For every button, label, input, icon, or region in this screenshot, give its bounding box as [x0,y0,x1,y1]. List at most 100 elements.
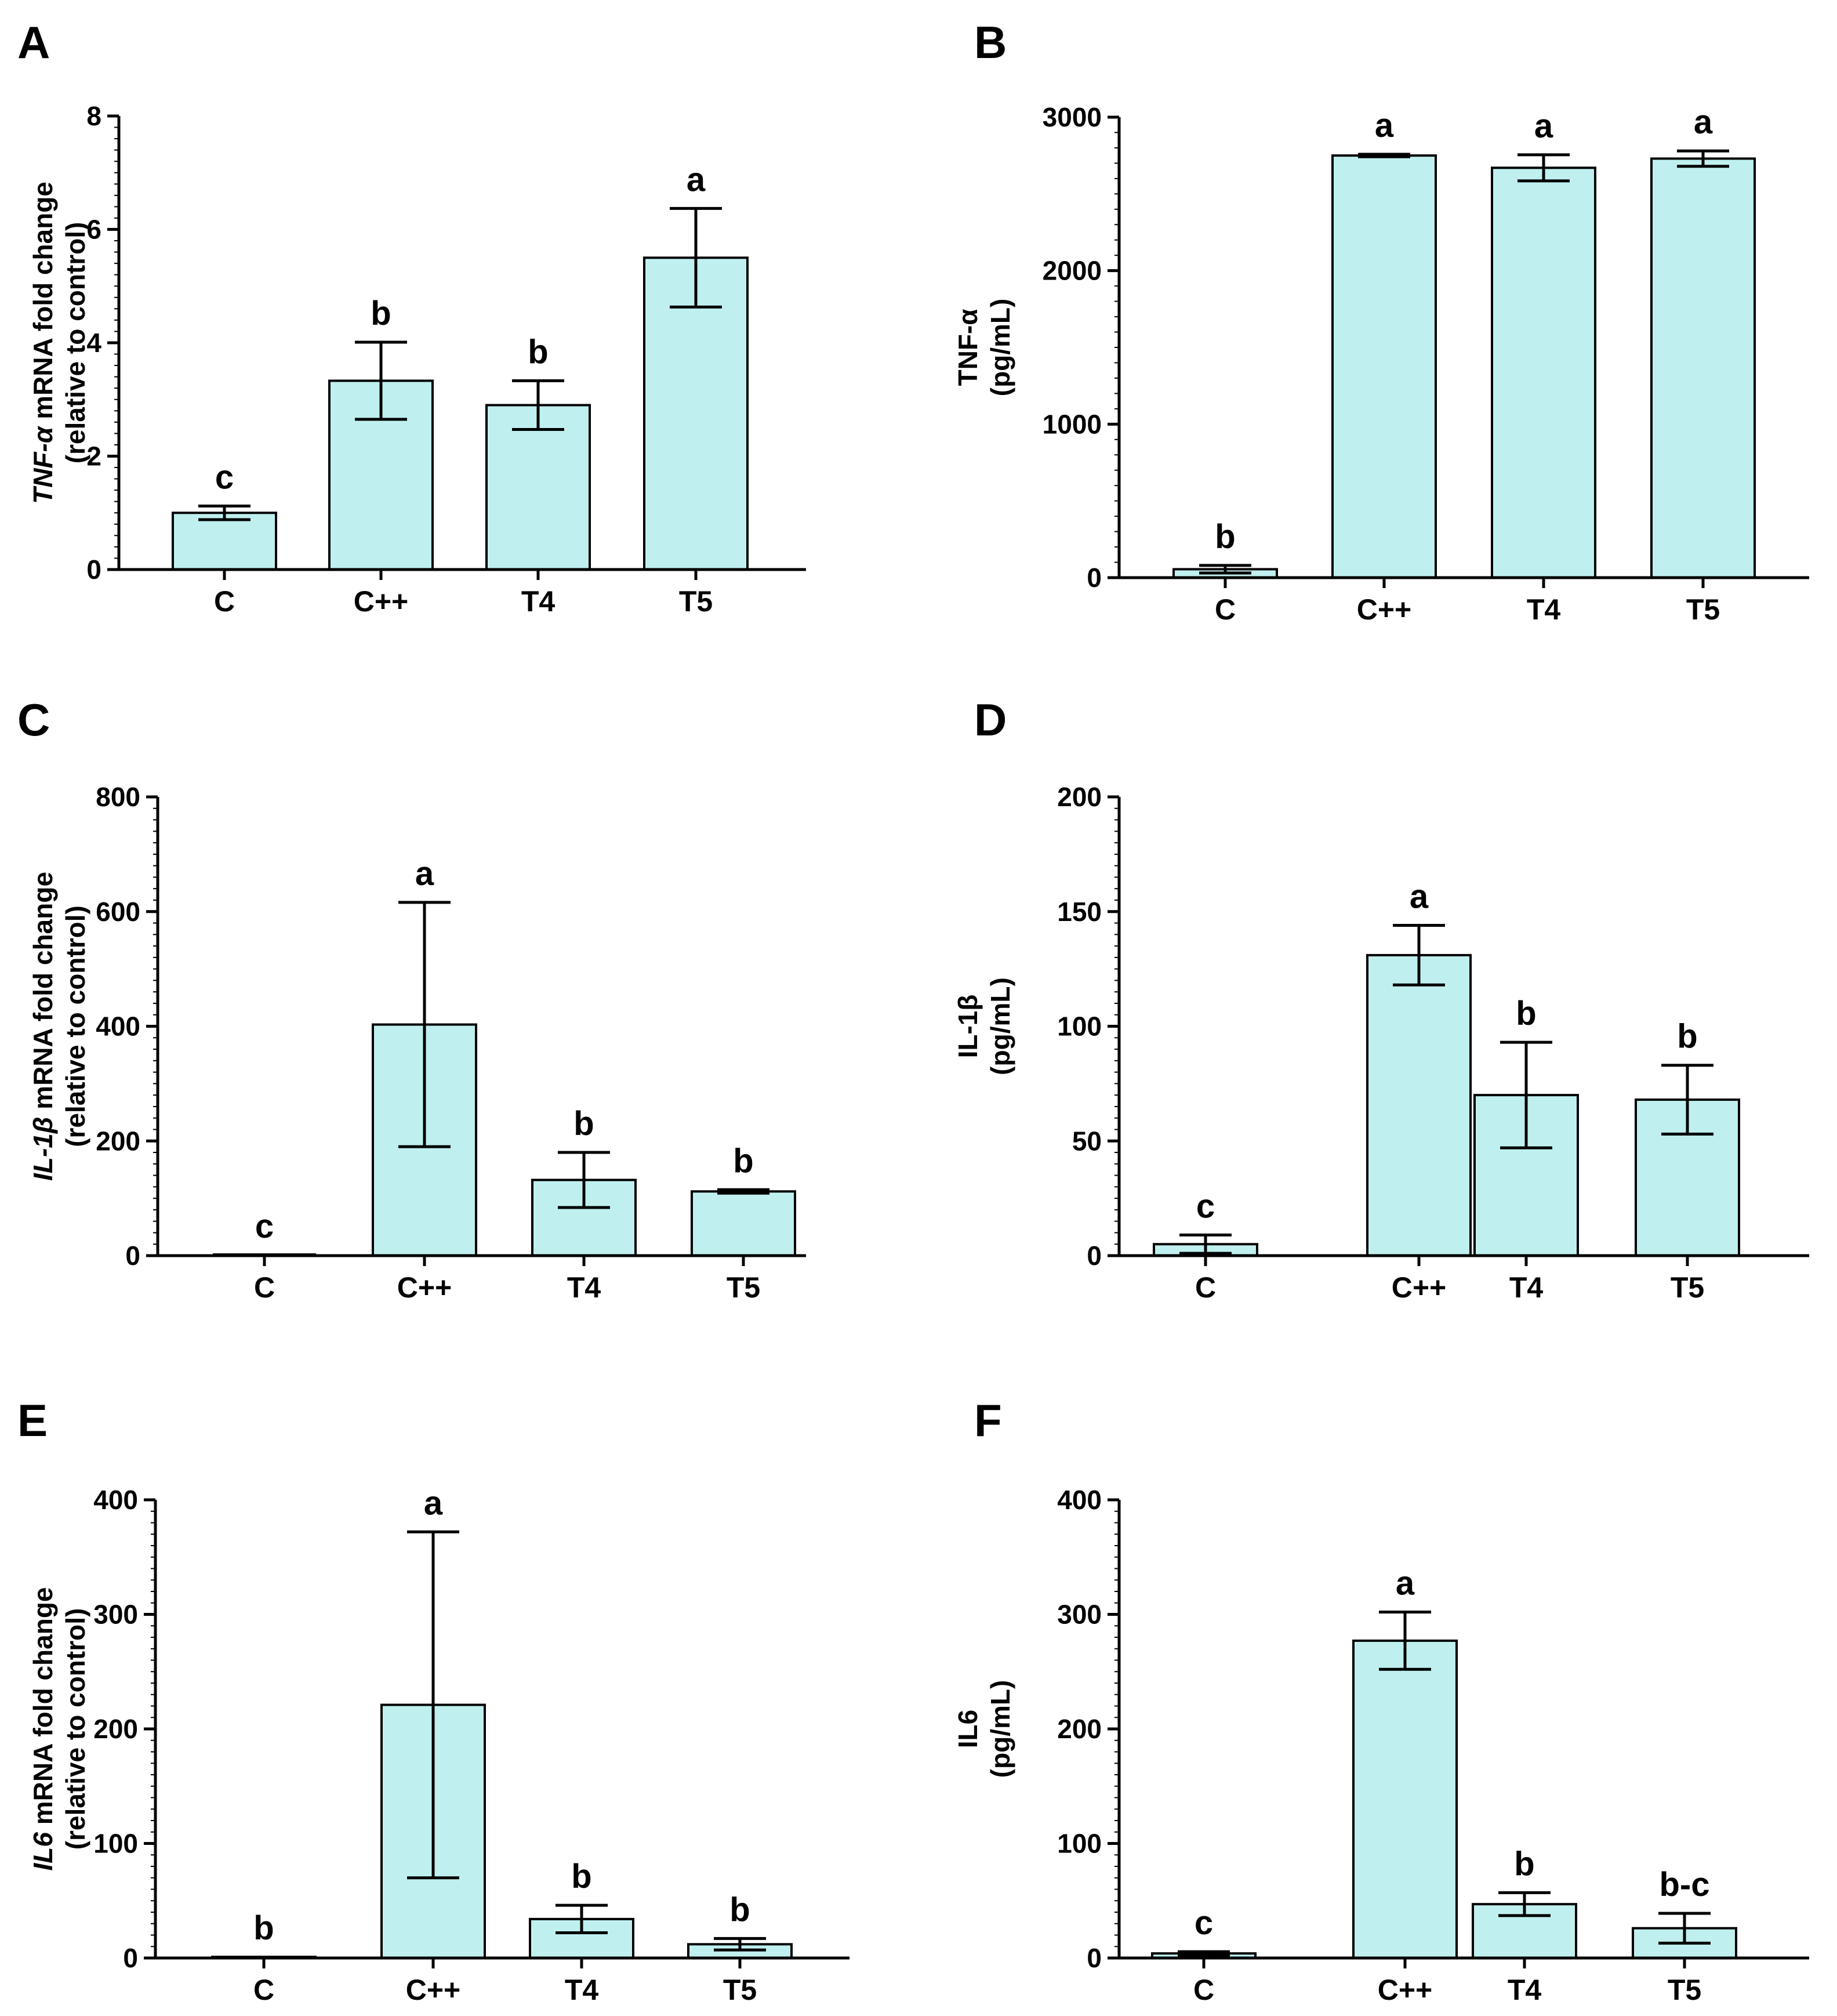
y-tick-label: 2 [86,441,101,472]
error-bar [355,340,407,421]
y-tick-label: 0 [1087,1943,1102,1973]
y-tick-label: 100 [93,1829,138,1859]
y-axis-label-part: (pg/mL) [985,299,1015,397]
bar-t4 [485,404,591,571]
y-axis-label-part: mRNA fold change [28,182,58,427]
significance-label: b [729,1891,750,1928]
error-bar [1661,1064,1713,1136]
category-tick-label: T4 [521,585,556,618]
significance-label: b [371,295,391,332]
category-tick-label: T5 [1671,1271,1704,1304]
category-tick-label: C [253,1974,274,2006]
y-axis-label-part: IL-1β [953,995,983,1058]
category-tick-label: T5 [1668,1974,1701,2006]
y-axis-label-part: mRNA fold change [28,1587,58,1832]
bar-cplusplus [1366,953,1472,1257]
y-tick-label: 600 [96,897,140,927]
y-tick-label: 150 [1057,897,1102,927]
category-tick-label: C [1193,1974,1214,2006]
error-bar [1500,1040,1552,1150]
panel-letter: F [974,1395,1002,1446]
y-tick-label: 2000 [1043,256,1102,286]
y-tick-label: 400 [1057,1485,1102,1515]
y-axis-label: (pg/mL) [985,299,1015,397]
category-tick-label: T4 [1509,1271,1544,1304]
error-bar [558,1151,610,1209]
y-tick-label: 0 [1087,1241,1102,1271]
y-axis-label: (pg/mL) [985,977,1015,1075]
y-axis-label-part: IL6 [28,1832,58,1871]
significance-label: c [215,459,234,496]
category-tick-label: T4 [567,1271,601,1304]
y-tick-label: 200 [96,1126,140,1156]
y-axis-label: (relative to control) [60,222,90,464]
error-bar [1498,1891,1551,1917]
category-tick-label: C [1215,593,1236,626]
significance-label: a [1375,107,1394,144]
y-tick-label: 3000 [1043,102,1102,132]
significance-label: a [1534,107,1553,145]
category-tick-label: C++ [406,1974,461,2006]
significance-label: b [1514,1845,1534,1883]
panel-letter: C [17,694,50,745]
category-tick-label: C++ [354,585,409,618]
bar-cplusplus [1331,154,1437,579]
significance-label: a [415,855,434,893]
error-bar [1379,1611,1431,1671]
y-tick-label: 200 [1057,782,1102,812]
y-axis-label: TNF-α [953,309,983,386]
y-tick-label: 200 [1057,1714,1102,1744]
error-bar [556,1903,608,1935]
y-tick-label: 50 [1072,1126,1102,1156]
category-tick-label: C++ [1392,1271,1447,1304]
chart-panel-b: Bb Ca C++ a T4 a T5 0 1000 2000 3000 TNF-α (pg/mL) [953,17,1809,626]
y-axis-label: IL6 [953,1710,983,1748]
y-axis-label: IL6 mRNA fold change [28,1587,58,1870]
category-tick-label: T4 [565,1974,599,2006]
bar-c [172,512,277,571]
error-bar [1179,1233,1232,1255]
y-tick-label: 8 [86,101,101,131]
category-tick-label: T4 [1508,1974,1542,2006]
significance-label: c [1196,1187,1215,1225]
chart-panel-a: Ac Cb C++ b T4 a T5 0 2 4 6 8 TNF-α mRNA fold change… [17,17,806,618]
error-bar [198,505,251,521]
y-axis-label-part: IL6 [953,1710,983,1748]
y-axis-label-part: mRNA fold change [28,872,58,1117]
error-bar [1199,564,1251,575]
y-tick-label: 300 [1057,1600,1102,1630]
significance-label: b [573,1105,594,1143]
error-bar [1517,153,1570,183]
panel-letter: E [17,1395,48,1446]
y-axis-label-part: (pg/mL) [985,977,1015,1075]
error-bar [714,1937,766,1952]
panel-letter: B [974,17,1007,68]
significance-label: b-c [1660,1866,1710,1903]
error-bar [717,1188,769,1195]
panel-letter: A [17,17,50,68]
y-tick-label: 0 [123,1943,138,1973]
category-tick-label: C [1195,1271,1216,1304]
y-tick-label: 6 [86,215,101,245]
y-axis-label-part: TNF-α [953,309,983,386]
error-bar [670,206,722,309]
category-tick-label: T4 [1527,593,1561,626]
category-tick-label: T5 [723,1974,757,2006]
error-bar [398,901,451,1148]
y-axis-label: IL-1β [953,995,983,1058]
error-bar [1393,923,1445,987]
significance-label: a [1694,103,1713,141]
y-tick-label: 400 [96,1011,140,1042]
error-bar [512,379,564,432]
chart-panel-d: Dc Ca C++ b T4 b T5 0 50 100 150 200 IL-1β (pg/mL) [953,694,1809,1304]
significance-label: c [1195,1904,1213,1942]
category-tick-label: T5 [1686,593,1720,626]
y-tick-label: 0 [125,1241,140,1271]
category-tick-label: C++ [1378,1974,1433,2006]
y-tick-label: 4 [86,328,101,358]
category-tick-label: C++ [397,1271,452,1304]
y-axis-label: (relative to control) [60,1608,90,1850]
y-axis-label-part: (relative to control) [60,905,90,1147]
